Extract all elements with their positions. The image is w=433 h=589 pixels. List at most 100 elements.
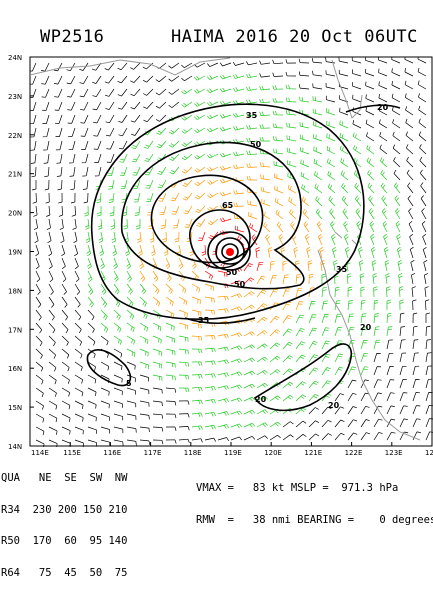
wind-barb xyxy=(68,140,76,151)
wind-barb xyxy=(87,439,97,447)
wind-barb xyxy=(256,303,268,311)
wind-barb xyxy=(30,62,37,72)
wind-barb xyxy=(256,422,268,428)
wind-barb xyxy=(308,407,319,415)
wind-barb xyxy=(165,387,177,393)
wind-barb xyxy=(393,157,401,168)
wind-barb xyxy=(355,195,362,207)
wind-barb xyxy=(369,221,375,233)
wind-barb xyxy=(380,169,388,181)
wind-barb xyxy=(286,147,297,155)
wind-barb xyxy=(412,299,417,311)
wind-barb xyxy=(35,335,43,347)
contour-label-50-north: 50 xyxy=(250,140,262,149)
wind-barb xyxy=(308,367,319,376)
wind-barb xyxy=(282,368,294,376)
lon-label-120E: 120E xyxy=(264,449,282,457)
wind-barb xyxy=(42,114,50,124)
wind-barb xyxy=(230,306,243,312)
wind-barb xyxy=(352,94,362,103)
wind-barb xyxy=(97,218,103,230)
wind-barb xyxy=(100,309,108,321)
wind-barb xyxy=(314,171,323,181)
lat-label-23N: 23N xyxy=(8,93,22,101)
wind-barb xyxy=(425,365,432,376)
wind-barb xyxy=(219,74,232,80)
wind-barb xyxy=(113,400,123,408)
wind-barb xyxy=(219,113,232,119)
wind-barb xyxy=(308,327,317,337)
wind-barb xyxy=(191,374,203,379)
wind-barb xyxy=(74,361,83,372)
wind-barb xyxy=(233,202,245,207)
wind-barb xyxy=(74,439,84,447)
wind-barb xyxy=(412,418,421,428)
wind-barb xyxy=(408,220,414,233)
wind-barb xyxy=(178,426,190,431)
wind-barb xyxy=(30,101,37,111)
wind-barb xyxy=(104,75,115,84)
wind-barb xyxy=(243,370,256,376)
wind-barb xyxy=(321,380,332,389)
quadrant-header: QUA NE SE SW NW xyxy=(1,472,128,484)
wind-barb xyxy=(126,400,137,408)
wind-barb xyxy=(272,123,284,129)
wind-barb xyxy=(54,75,63,85)
wind-barb xyxy=(105,114,115,124)
lat-label-14N: 14N xyxy=(8,443,22,451)
wind-barb xyxy=(152,439,164,445)
wind-barb xyxy=(100,257,105,270)
wind-barb xyxy=(171,205,180,215)
wind-barb xyxy=(246,99,258,104)
wind-barb xyxy=(117,62,128,71)
lat-label-22N: 22N xyxy=(8,132,22,140)
wind-barb xyxy=(412,392,420,402)
wind-barb xyxy=(152,348,162,356)
wind-barb xyxy=(34,231,39,244)
wind-barb xyxy=(334,406,345,415)
wind-barb xyxy=(104,62,115,71)
wind-barb xyxy=(168,75,180,82)
wind-barb xyxy=(80,127,89,137)
wind-barb xyxy=(412,379,420,389)
wind-barb xyxy=(100,335,109,346)
wind-barb xyxy=(256,383,268,389)
wind-barb xyxy=(381,208,388,220)
wind-barb xyxy=(204,386,216,391)
wind-barb xyxy=(48,348,57,359)
contour-label-20-southwest: 20 xyxy=(255,395,267,404)
wind-barb xyxy=(169,153,180,161)
wind-barb xyxy=(170,192,180,202)
wind-barb xyxy=(155,75,167,83)
wind-barb xyxy=(54,88,63,98)
wind-barb xyxy=(219,62,232,67)
wind-barb xyxy=(87,335,96,346)
wind-barb xyxy=(206,88,219,94)
wind-barb xyxy=(380,182,388,194)
wind-barb xyxy=(198,231,206,241)
wind-barb xyxy=(308,340,318,350)
wind-barb xyxy=(204,335,216,340)
wind-barb xyxy=(234,225,245,233)
contour-label-20-east: 20 xyxy=(360,323,372,332)
wind-barb xyxy=(269,421,281,428)
wind-barb xyxy=(142,62,154,70)
wind-barb xyxy=(425,405,433,415)
wind-barb xyxy=(347,313,354,324)
wind-barb xyxy=(118,114,128,123)
wind-barb xyxy=(123,218,128,230)
wind-barb xyxy=(233,125,245,131)
wind-barb xyxy=(174,231,180,243)
wind-barb xyxy=(58,205,64,217)
wind-barb xyxy=(35,426,45,436)
wind-barb xyxy=(74,413,84,422)
wind-barb xyxy=(178,296,188,306)
vmax-mslp-line: VMAX = 83 kt MSLP = 971.3 hPa xyxy=(196,482,399,494)
wind-barb xyxy=(87,322,95,333)
wind-barb xyxy=(282,260,287,272)
wind-barb xyxy=(299,122,310,129)
wind-barb xyxy=(100,387,110,396)
wind-barb xyxy=(326,133,336,142)
lon-label-114E: 114E xyxy=(31,449,49,457)
wind-barb xyxy=(399,352,407,363)
